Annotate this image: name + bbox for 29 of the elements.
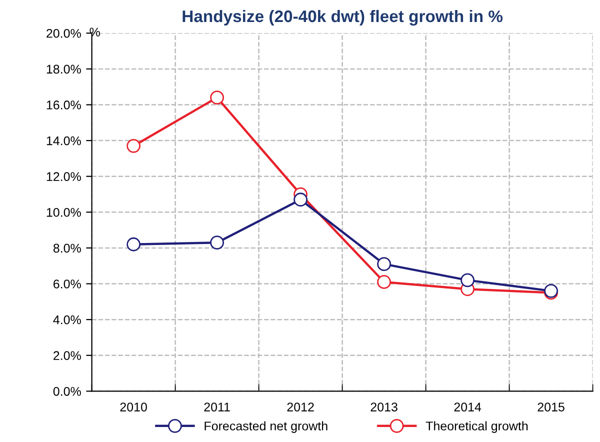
point: [377, 275, 391, 289]
legend-label: Theoretical growth: [426, 421, 528, 433]
y-tick-label: 8.0%: [53, 244, 81, 253]
y-tick-label: 2.0%: [54, 351, 81, 360]
x-tick-label: 2014: [454, 402, 482, 412]
x-tick-label: 2010: [120, 402, 147, 412]
y-tick-label: 6.0%: [54, 280, 81, 288]
point: [377, 257, 391, 272]
point: [126, 237, 140, 252]
y-tick-label: 20.0%: [46, 28, 81, 38]
x-tick-label: 2015: [538, 402, 564, 412]
chart-title: Handysize (20-40k dwt) fleet growth in %: [182, 10, 503, 26]
point: [294, 192, 308, 207]
x-tick-label: 2012: [287, 402, 314, 412]
y-tick-label: 12.0%: [46, 172, 81, 182]
point: [210, 90, 224, 105]
x-tick-label: 2011: [204, 402, 230, 412]
point: [460, 273, 474, 288]
y-tick-label: 18.0%: [46, 64, 81, 74]
y-tick-label: 4.0%: [53, 315, 81, 324]
y-tick-label: 0.0%: [53, 386, 81, 396]
y-tick-label: 16.0%: [46, 100, 81, 110]
point: [210, 236, 224, 250]
y-axis-title: %: [90, 28, 100, 36]
point: [126, 138, 140, 153]
x-tick-label: 2013: [370, 402, 398, 412]
legend-label: Forecasted net growth: [204, 421, 328, 433]
y-tick-label: 10.0%: [46, 208, 81, 217]
y-tick-label: 14.0%: [46, 136, 81, 146]
